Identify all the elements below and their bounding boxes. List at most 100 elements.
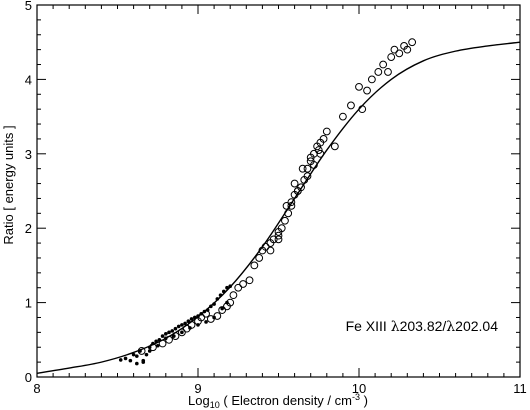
- filled-data-point: [164, 332, 168, 336]
- filled-data-point: [135, 361, 139, 366]
- open-data-point: [171, 332, 180, 340]
- open-data-point: [149, 343, 157, 352]
- filled-data-point: [144, 352, 149, 357]
- open-data-point: [403, 45, 412, 54]
- filled-data-point: [209, 304, 213, 309]
- y-axis-title: Ratio [ energy units ]: [1, 125, 16, 244]
- open-data-point: [206, 315, 215, 323]
- filled-data-point: [176, 324, 181, 329]
- open-data-point: [187, 321, 196, 329]
- open-data-point: [182, 324, 191, 333]
- open-data-point: [367, 75, 376, 84]
- filled-data-point: [123, 356, 128, 361]
- filled-data-point: [173, 326, 178, 331]
- filled-data-point: [172, 334, 176, 338]
- open-data-point: [306, 153, 315, 162]
- x-axis-title: Log10 ( Electron density / cm-3 ): [188, 392, 368, 410]
- open-data-point: [250, 261, 259, 270]
- filled-data-point: [167, 330, 171, 335]
- open-data-point: [269, 235, 278, 244]
- open-data-point: [197, 313, 206, 322]
- annotation-ratio-denominator: 202.04: [455, 318, 498, 334]
- x-tick-label: 11: [513, 381, 527, 396]
- open-data-point: [287, 198, 296, 207]
- open-data-point: [303, 172, 312, 181]
- x-tick-label: 8: [33, 381, 40, 396]
- filled-data-point: [138, 349, 142, 353]
- open-data-point: [319, 135, 328, 143]
- x-axis-title-suffix: ): [360, 393, 368, 408]
- filled-data-point: [218, 293, 223, 297]
- filled-data-point: [189, 317, 194, 321]
- filled-data-point: [131, 352, 136, 357]
- open-data-point: [339, 112, 347, 121]
- filled-data-point: [154, 339, 158, 344]
- open-data-point: [347, 101, 355, 110]
- open-data-point: [387, 53, 396, 61]
- y-tick-label: 0: [25, 370, 32, 385]
- open-data-point: [298, 164, 307, 173]
- annotation-ion: Fe XIII: [346, 318, 391, 334]
- open-data-point: [330, 142, 339, 151]
- ion-line-annotation: Fe XIII λ203.82/λ202.04: [346, 318, 499, 335]
- filled-data-point: [160, 334, 165, 338]
- filled-data-point: [141, 358, 146, 363]
- open-data-point: [303, 164, 312, 173]
- filled-data-point: [170, 329, 175, 333]
- open-data-point: [165, 335, 173, 344]
- filled-data-point: [212, 302, 216, 306]
- y-tick-label: 1: [25, 296, 32, 311]
- open-data-point: [290, 179, 299, 188]
- y-tick-label: 2: [25, 221, 32, 236]
- y-tick-label: 4: [25, 72, 32, 87]
- open-data-point: [322, 127, 331, 136]
- open-data-point: [390, 45, 399, 54]
- filled-data-point: [135, 354, 139, 358]
- x-tick-label: 10: [352, 381, 366, 396]
- model-curve-line: [36, 41, 521, 374]
- open-data-point: [255, 254, 264, 262]
- open-data-point: [287, 201, 296, 210]
- open-data-point: [245, 276, 254, 285]
- x-tick-label: 9: [194, 381, 201, 396]
- open-data-point: [408, 38, 417, 47]
- filled-data-point: [118, 358, 123, 362]
- x-axis-title-subscript: 10: [210, 400, 220, 410]
- filled-data-point: [128, 358, 133, 363]
- open-data-point: [310, 161, 318, 169]
- filled-data-point: [180, 323, 184, 327]
- annotation-ratio-numerator: 203.82/: [400, 318, 447, 334]
- filled-data-point: [220, 306, 224, 311]
- open-data-point: [374, 68, 383, 76]
- open-data-point: [384, 68, 392, 76]
- open-data-point: [395, 49, 404, 58]
- filled-data-point: [228, 284, 232, 289]
- plot-marks: [36, 38, 521, 374]
- filled-data-point: [215, 297, 220, 301]
- open-data-point: [266, 246, 275, 255]
- open-data-point: [282, 201, 291, 210]
- annotation-lambda-2: λ: [446, 319, 455, 335]
- annotation-lambda-1: λ: [391, 319, 400, 335]
- axis-ticks: [36, 4, 521, 378]
- x-axis-title-middle: ( Electron density / cm: [220, 393, 352, 408]
- open-data-point: [137, 347, 146, 355]
- open-data-point: [239, 280, 247, 288]
- open-data-point: [274, 228, 283, 236]
- y-tick-label: 3: [25, 147, 32, 162]
- open-data-point: [202, 309, 210, 318]
- open-data-point: [379, 60, 388, 69]
- open-data-point: [358, 105, 367, 114]
- open-data-point: [261, 242, 270, 251]
- open-data-point: [218, 306, 227, 314]
- open-data-point: [213, 312, 222, 320]
- x-axis-title-superscript: -3: [352, 392, 360, 402]
- filled-data-point: [180, 330, 184, 335]
- filled-data-point: [225, 285, 229, 290]
- open-data-point: [158, 339, 167, 348]
- open-data-point: [226, 298, 235, 307]
- open-data-point: [178, 328, 186, 337]
- open-data-point: [355, 82, 363, 91]
